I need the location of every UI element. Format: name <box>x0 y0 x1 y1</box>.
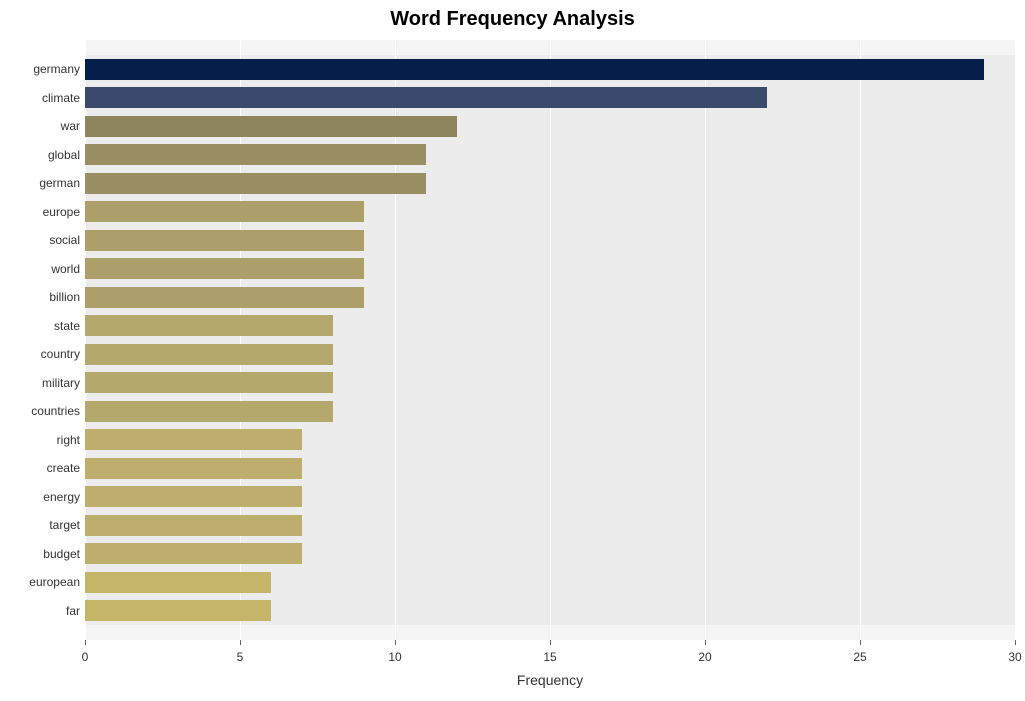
x-tick-label: 20 <box>698 650 711 664</box>
bar <box>85 315 333 336</box>
bar <box>85 429 302 450</box>
plot-area: 051015202530 Frequency <box>85 40 1015 640</box>
x-tick <box>860 640 861 645</box>
x-tick <box>240 640 241 645</box>
y-tick-label: state <box>54 319 80 333</box>
y-tick-label: energy <box>43 490 80 504</box>
grid-line <box>705 40 706 640</box>
y-tick-label: war <box>61 119 80 133</box>
bar <box>85 372 333 393</box>
x-tick <box>395 640 396 645</box>
grid-line <box>860 40 861 640</box>
bar <box>85 287 364 308</box>
bar <box>85 572 271 593</box>
x-tick-label: 10 <box>388 650 401 664</box>
chart-title: Word Frequency Analysis <box>0 8 1025 31</box>
bar <box>85 87 767 108</box>
y-tick-label: global <box>48 148 80 162</box>
y-tick-label: right <box>57 433 80 447</box>
x-tick <box>550 640 551 645</box>
bar <box>85 258 364 279</box>
y-tick-label: german <box>39 176 80 190</box>
chart-container: Word Frequency Analysis 051015202530 Fre… <box>0 0 1025 701</box>
grid-line <box>1015 40 1016 640</box>
y-tick-label: germany <box>33 62 80 76</box>
bar <box>85 344 333 365</box>
y-tick-label: european <box>29 575 80 589</box>
bar <box>85 201 364 222</box>
bar <box>85 401 333 422</box>
bar <box>85 230 364 251</box>
bar <box>85 116 457 137</box>
bar <box>85 486 302 507</box>
y-tick-label: military <box>42 376 80 390</box>
y-tick-label: europe <box>43 205 80 219</box>
y-tick-label: climate <box>42 91 80 105</box>
x-tick-label: 15 <box>543 650 556 664</box>
y-tick-label: create <box>47 461 80 475</box>
x-tick-label: 0 <box>82 650 89 664</box>
x-tick <box>85 640 86 645</box>
bar <box>85 515 302 536</box>
y-tick-label: world <box>51 262 80 276</box>
x-tick-label: 5 <box>237 650 244 664</box>
bar <box>85 59 984 80</box>
y-tick-label: social <box>49 233 80 247</box>
y-tick-label: target <box>49 518 80 532</box>
bar <box>85 458 302 479</box>
x-tick-label: 30 <box>1008 650 1021 664</box>
x-tick-label: 25 <box>853 650 866 664</box>
x-tick <box>705 640 706 645</box>
grid-line <box>550 40 551 640</box>
y-tick-label: billion <box>49 290 80 304</box>
y-tick-label: country <box>41 347 80 361</box>
x-tick <box>1015 640 1016 645</box>
y-tick-label: far <box>66 604 80 618</box>
y-tick-label: countries <box>31 404 80 418</box>
y-tick-label: budget <box>43 547 80 561</box>
bar <box>85 173 426 194</box>
x-axis-label: Frequency <box>517 672 583 688</box>
bar <box>85 543 302 564</box>
bar <box>85 600 271 621</box>
bar <box>85 144 426 165</box>
